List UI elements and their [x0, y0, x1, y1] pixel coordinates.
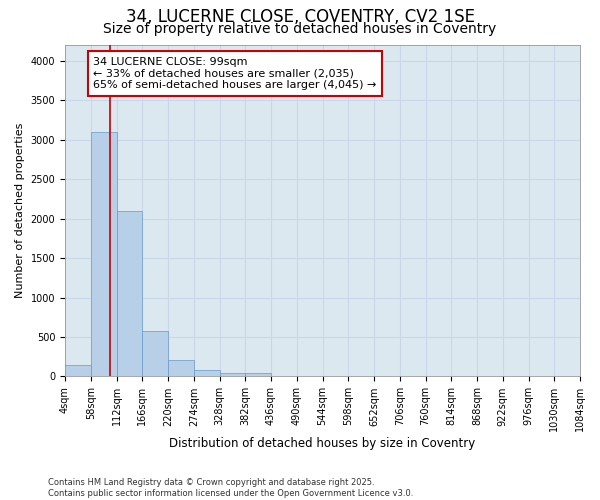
Bar — [142, 330, 168, 376]
Y-axis label: Number of detached properties: Number of detached properties — [15, 123, 25, 298]
Text: Size of property relative to detached houses in Coventry: Size of property relative to detached ho… — [103, 22, 497, 36]
Bar — [220, 372, 245, 376]
Bar — [168, 360, 194, 376]
Text: 34 LUCERNE CLOSE: 99sqm
← 33% of detached houses are smaller (2,035)
65% of semi: 34 LUCERNE CLOSE: 99sqm ← 33% of detache… — [93, 57, 377, 90]
X-axis label: Distribution of detached houses by size in Coventry: Distribution of detached houses by size … — [169, 437, 476, 450]
Bar — [91, 132, 116, 376]
Bar — [245, 372, 271, 376]
Text: Contains HM Land Registry data © Crown copyright and database right 2025.
Contai: Contains HM Land Registry data © Crown c… — [48, 478, 413, 498]
Bar — [194, 370, 220, 376]
Text: 34, LUCERNE CLOSE, COVENTRY, CV2 1SE: 34, LUCERNE CLOSE, COVENTRY, CV2 1SE — [125, 8, 475, 26]
Bar — [116, 210, 142, 376]
Bar — [65, 364, 91, 376]
